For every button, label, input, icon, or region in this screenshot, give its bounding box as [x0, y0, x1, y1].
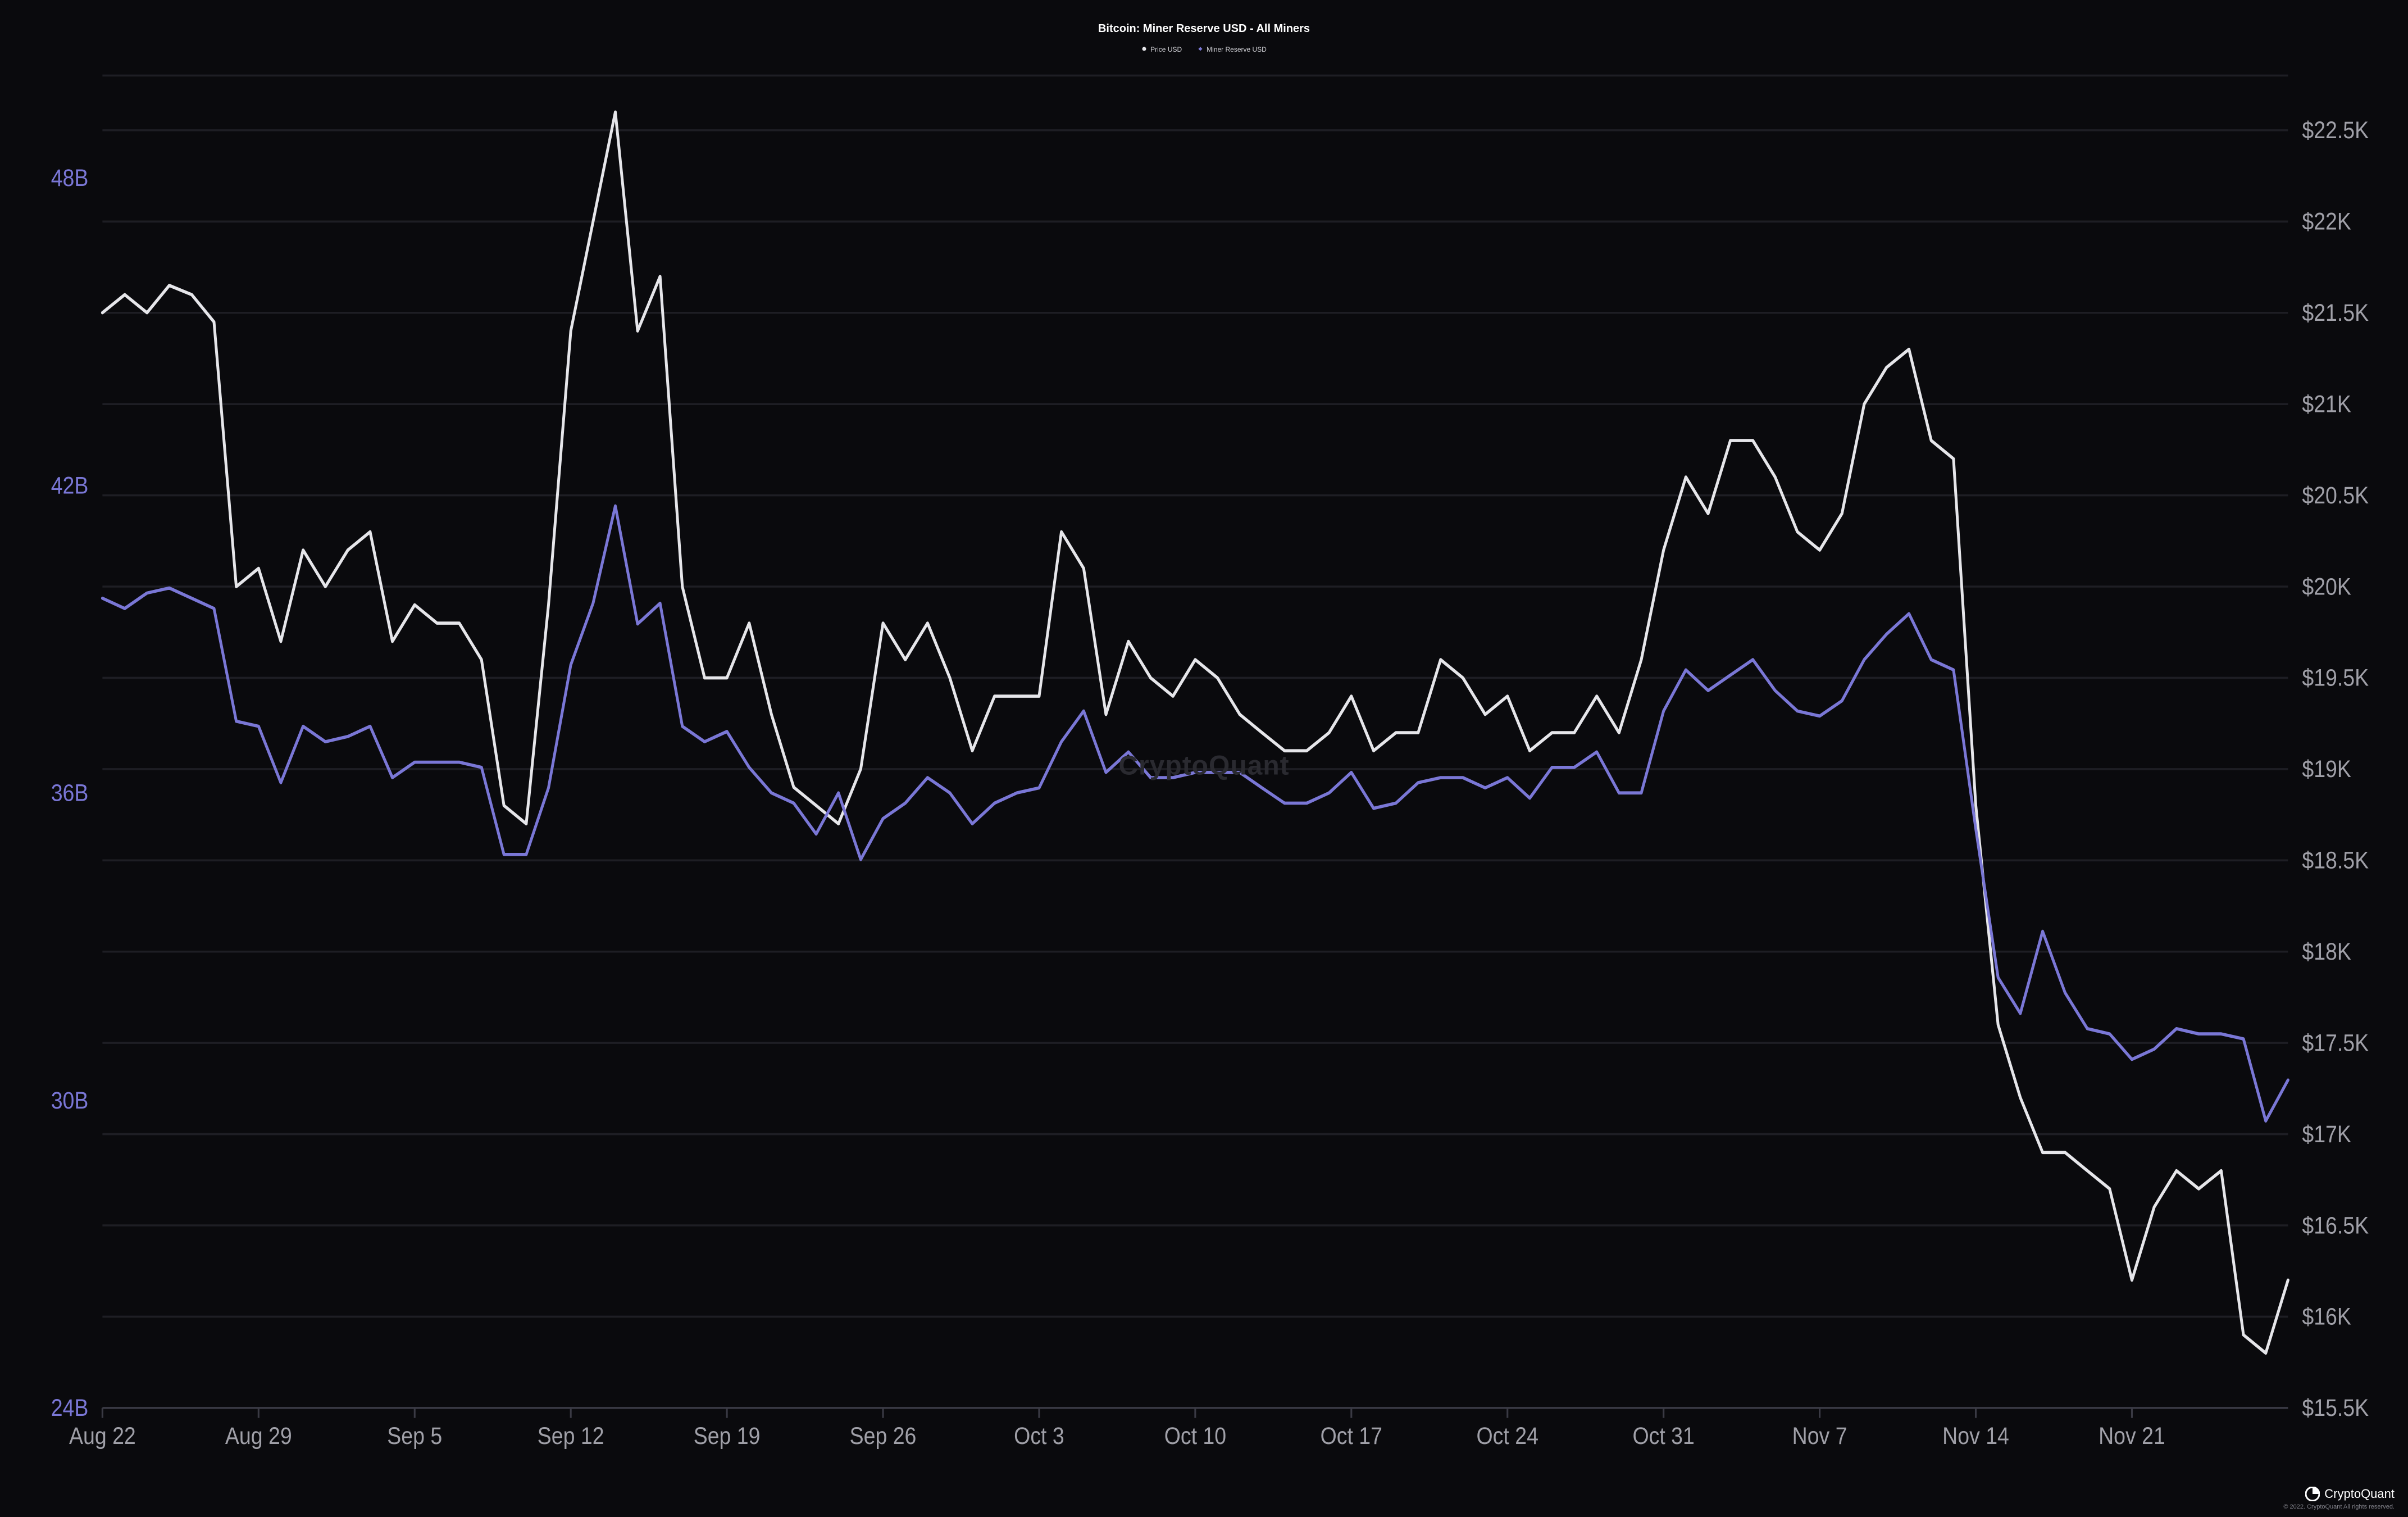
x-tick-label: Aug 22	[69, 1423, 136, 1450]
chart-svg: $15.5K $16K $16.5K $17K $17.5K $18K $18.5K $19K…	[11, 63, 2397, 1468]
x-tick-label: Aug 29	[225, 1423, 292, 1450]
y-right-tick-label: $19K	[2302, 756, 2351, 783]
y-right-tick-label: $18.5K	[2302, 847, 2369, 874]
x-tick-label: Oct 24	[1477, 1423, 1538, 1450]
footer-copyright: © 2022. CryptoQuant All rights reserved.	[2283, 1504, 2395, 1510]
y-right-tick-label: $16K	[2302, 1303, 2351, 1330]
y-right-tick-label: $15.5K	[2302, 1395, 2369, 1421]
y-right-tick-label: $17.5K	[2302, 1029, 2369, 1056]
x-tick-label: Oct 10	[1164, 1423, 1226, 1450]
logo-icon	[2305, 1487, 2320, 1501]
circle-icon	[1141, 46, 1147, 53]
x-tick-label: Oct 17	[1321, 1423, 1382, 1450]
y-right-tick-label: $20.5K	[2302, 482, 2369, 509]
y-left-tick-label: 48B	[51, 165, 89, 192]
y-right-tick-label: $21K	[2302, 390, 2351, 417]
legend-label: Price USD	[1150, 46, 1182, 53]
x-tick-label: Oct 3	[1014, 1423, 1064, 1450]
y-right-tick-label: $17K	[2302, 1121, 2351, 1148]
legend-item-price: Price USD	[1141, 46, 1182, 53]
chart-legend: Price USD Miner Reserve USD	[11, 46, 2397, 53]
x-tick-label: Sep 26	[850, 1423, 917, 1450]
x-tick-label: Sep 12	[538, 1423, 604, 1450]
footer-logo: CryptoQuant	[2283, 1487, 2395, 1501]
y-right-tick-label: $19.5K	[2302, 664, 2369, 691]
y-right-tick-label: $18K	[2302, 938, 2351, 965]
line-miner-reserve	[102, 506, 2288, 1121]
x-tick-label: Sep 19	[694, 1423, 761, 1450]
diamond-icon	[1198, 46, 1203, 53]
footer-logo-text: CryptoQuant	[2324, 1487, 2395, 1501]
line-price-usd	[102, 112, 2288, 1353]
x-tick-label: Sep 5	[387, 1423, 442, 1450]
x-tick-label: Nov 14	[1942, 1423, 2009, 1450]
x-tick-label: Oct 31	[1632, 1423, 1694, 1450]
chart-title: Bitcoin: Miner Reserve USD - All Miners	[11, 22, 2397, 35]
footer: CryptoQuant © 2022. CryptoQuant All righ…	[2283, 1487, 2395, 1510]
x-tick-label: Nov 21	[2099, 1423, 2165, 1450]
y-right-tick-label: $22.5K	[2302, 117, 2369, 144]
y-left-tick-label: 42B	[51, 472, 89, 499]
y-right-tick-label: $20K	[2302, 573, 2351, 600]
chart-container: Bitcoin: Miner Reserve USD - All Miners …	[0, 0, 2408, 1517]
legend-label: Miner Reserve USD	[1207, 46, 1267, 53]
y-left-tick-label: 24B	[51, 1395, 89, 1421]
y-right-tick-label: $21.5K	[2302, 299, 2369, 326]
x-tick-label: Nov 7	[1792, 1423, 1847, 1450]
y-left-tick-label: 30B	[51, 1087, 89, 1114]
y-right-tick-label: $22K	[2302, 208, 2351, 235]
legend-item-reserve: Miner Reserve USD	[1198, 46, 1267, 53]
y-right-tick-label: $16.5K	[2302, 1212, 2369, 1239]
y-left-tick-label: 36B	[51, 779, 89, 806]
chart-plot-wrap: CryptoQuant $15.5K$16K$16.5K$17K$17.5K$1…	[11, 63, 2397, 1468]
